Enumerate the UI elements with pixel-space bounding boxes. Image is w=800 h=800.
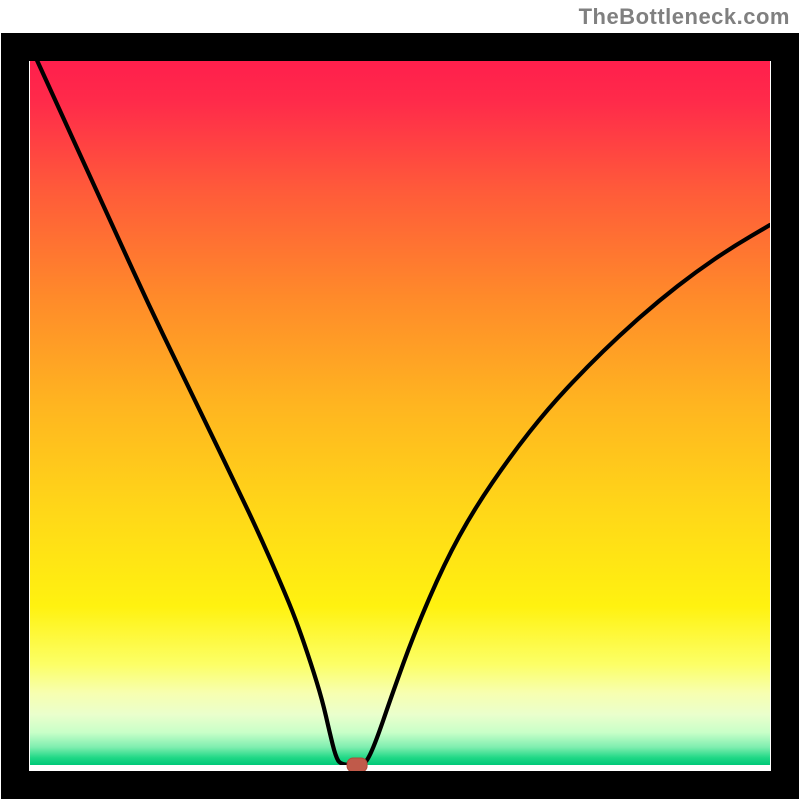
chart-stage: TheBottleneck.com [0,0,800,800]
bottleneck-chart [0,0,800,800]
optimal-point-marker [347,758,367,772]
chart-gradient-background [30,45,770,765]
